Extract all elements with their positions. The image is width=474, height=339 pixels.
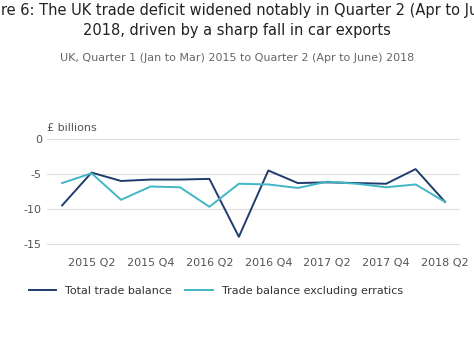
Total trade balance [295, 181, 301, 185]
Total trade balance [148, 178, 154, 182]
Line: Trade balance excluding erratics: Trade balance excluding erratics [62, 173, 445, 207]
Trade balance excluding erratics [177, 185, 183, 189]
Trade balance excluding erratics [295, 186, 301, 190]
Total trade balance [324, 180, 330, 184]
Trade balance excluding erratics [265, 182, 271, 186]
Trade balance excluding erratics [413, 182, 419, 186]
Total trade balance [442, 200, 448, 204]
Line: Total trade balance: Total trade balance [62, 169, 445, 237]
Trade balance excluding erratics [89, 171, 94, 175]
Trade balance excluding erratics [118, 198, 124, 202]
Total trade balance [354, 181, 359, 185]
Trade balance excluding erratics [59, 181, 65, 185]
Legend: Total trade balance, Trade balance excluding erratics: Total trade balance, Trade balance exclu… [24, 281, 408, 300]
Trade balance excluding erratics [442, 200, 448, 204]
Total trade balance [265, 168, 271, 173]
Total trade balance [413, 167, 419, 171]
Total trade balance [207, 177, 212, 181]
Trade balance excluding erratics [236, 182, 242, 186]
Trade balance excluding erratics [207, 205, 212, 209]
Total trade balance [118, 179, 124, 183]
Trade balance excluding erratics [148, 184, 154, 188]
Total trade balance [177, 178, 183, 182]
Trade balance excluding erratics [354, 182, 359, 186]
Total trade balance [89, 171, 94, 175]
Trade balance excluding erratics [383, 185, 389, 189]
Trade balance excluding erratics [324, 180, 330, 184]
Total trade balance [236, 235, 242, 239]
Total trade balance [383, 182, 389, 186]
Total trade balance [59, 203, 65, 207]
Text: Figure 6: The UK trade deficit widened notably in Quarter 2 (Apr to June)
2018, : Figure 6: The UK trade deficit widened n… [0, 3, 474, 38]
Text: UK, Quarter 1 (Jan to Mar) 2015 to Quarter 2 (Apr to June) 2018: UK, Quarter 1 (Jan to Mar) 2015 to Quart… [60, 53, 414, 62]
Text: £ billions: £ billions [47, 123, 97, 133]
